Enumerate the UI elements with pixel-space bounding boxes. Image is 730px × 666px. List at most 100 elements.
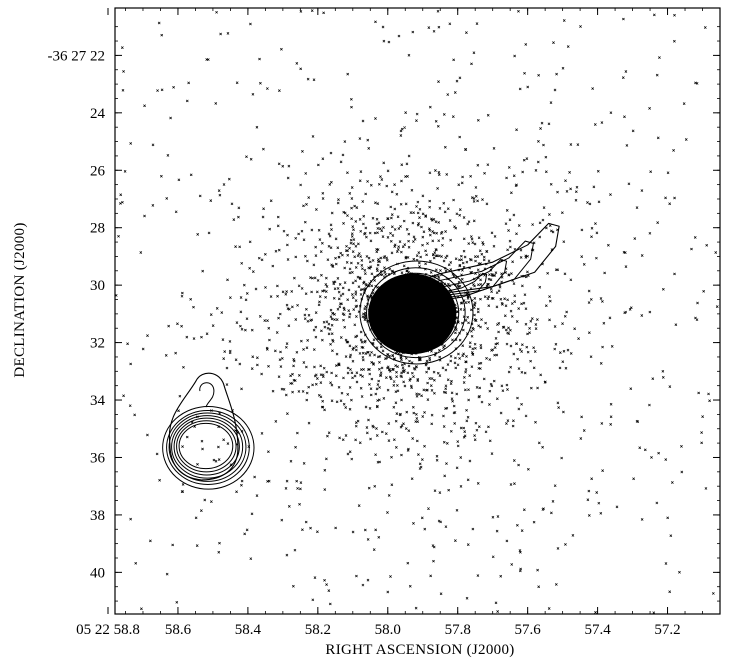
x-ray-event — [432, 218, 436, 221]
x-ray-event — [520, 350, 523, 353]
x-ray-event — [281, 164, 285, 168]
x-ray-event — [507, 229, 510, 232]
x-ray-event — [396, 389, 400, 393]
x-ray-event — [375, 405, 379, 409]
x-ray-event — [610, 345, 614, 348]
x-ray-event — [405, 228, 409, 231]
x-ray-event — [354, 279, 357, 283]
x-ray-event — [352, 308, 356, 311]
x-ray-event — [465, 596, 469, 600]
radio-jet-contour — [397, 222, 560, 306]
x-ray-event — [321, 289, 324, 293]
x-ray-event — [359, 170, 363, 173]
x-ray-event — [561, 322, 564, 325]
x-ray-event — [708, 399, 711, 403]
x-ray-event — [478, 386, 482, 390]
radio-core-contour — [392, 294, 434, 333]
x-ray-event — [460, 301, 464, 305]
x-ray-event — [430, 422, 434, 426]
x-ray-event — [458, 357, 461, 360]
x-ray-event — [552, 41, 555, 44]
x-ray-event — [648, 107, 651, 110]
x-ray-event — [358, 441, 362, 445]
x-ray-event — [324, 290, 328, 293]
x-ray-event — [263, 319, 267, 322]
x-ray-event — [318, 295, 322, 298]
x-ray-event — [330, 211, 334, 215]
x-ray-event — [472, 328, 475, 331]
x-ray-event — [371, 259, 375, 262]
x-ray-event — [222, 357, 226, 360]
x-ray-event — [439, 520, 442, 524]
x-ray-event — [119, 193, 123, 197]
x-ray-event — [574, 198, 578, 202]
x-ray-event — [354, 220, 358, 223]
x-ray-event — [401, 245, 405, 249]
x-ray-event — [461, 354, 465, 358]
x-ray-event — [504, 328, 508, 332]
x-ray-event — [265, 348, 269, 351]
x-ray-event — [456, 363, 460, 367]
x-ray-event — [432, 256, 436, 260]
x-ray-event — [554, 583, 558, 586]
x-ray-event — [407, 53, 411, 57]
x-ray-event — [325, 276, 328, 280]
x-ray-event — [534, 420, 537, 424]
x-ray-event — [345, 244, 348, 248]
x-ray-event — [290, 290, 294, 293]
x-ray-event — [364, 352, 368, 355]
x-ray-event — [336, 307, 340, 311]
x-ray-event — [215, 10, 218, 14]
x-ray-event — [238, 362, 242, 366]
x-ray-event — [277, 375, 281, 379]
x-ray-event — [133, 413, 137, 417]
x-ray-event — [489, 287, 493, 291]
x-ray-event — [476, 118, 480, 122]
x-ray-event — [360, 264, 364, 267]
x-ray-event — [257, 256, 261, 260]
x-ray-event — [332, 296, 336, 300]
x-ray-event — [245, 292, 249, 295]
x-ray-event — [314, 325, 318, 329]
x-ray-event — [306, 77, 310, 81]
x-ray-event — [382, 161, 386, 165]
x-ray-event — [375, 217, 379, 221]
x-ray-event — [276, 284, 279, 288]
x-ray-event — [418, 357, 422, 361]
x-ray-event — [329, 246, 333, 250]
x-ray-event — [374, 201, 377, 205]
x-ray-event — [281, 290, 285, 294]
x-ray-event — [369, 265, 373, 269]
x-ray-event — [444, 391, 448, 394]
x-ray-event — [158, 478, 161, 482]
x-ray-event — [245, 155, 248, 159]
x-ray-event — [285, 345, 288, 349]
x-ray-event — [510, 302, 514, 305]
x-ray-event — [571, 534, 575, 537]
x-ray-event — [407, 232, 411, 236]
x-ray-event — [714, 251, 718, 254]
x-ray-event — [456, 444, 460, 448]
x-ray-event — [146, 334, 149, 337]
x-ray-event — [480, 400, 484, 404]
x-ray-event — [656, 221, 660, 224]
x-ray-event — [331, 312, 335, 315]
x-ray-event — [437, 173, 441, 176]
x-ray-event — [465, 408, 468, 412]
x-ray-event — [445, 406, 449, 410]
x-ray-event — [330, 317, 334, 321]
x-ray-event — [300, 287, 304, 290]
radio-core-contour — [376, 278, 453, 348]
x-ray-event — [446, 207, 450, 211]
x-ray-event — [481, 198, 484, 201]
x-ray-event — [346, 452, 350, 456]
x-ray-event — [348, 450, 352, 454]
x-ray-event — [392, 380, 396, 383]
x-ray-event — [477, 262, 481, 265]
x-ray-event — [219, 32, 222, 36]
x-ray-event — [365, 426, 369, 429]
x-ray-event — [524, 254, 528, 258]
x-ray-event — [386, 236, 390, 239]
x-ray-event — [609, 422, 613, 426]
x-ray-event — [358, 352, 362, 355]
